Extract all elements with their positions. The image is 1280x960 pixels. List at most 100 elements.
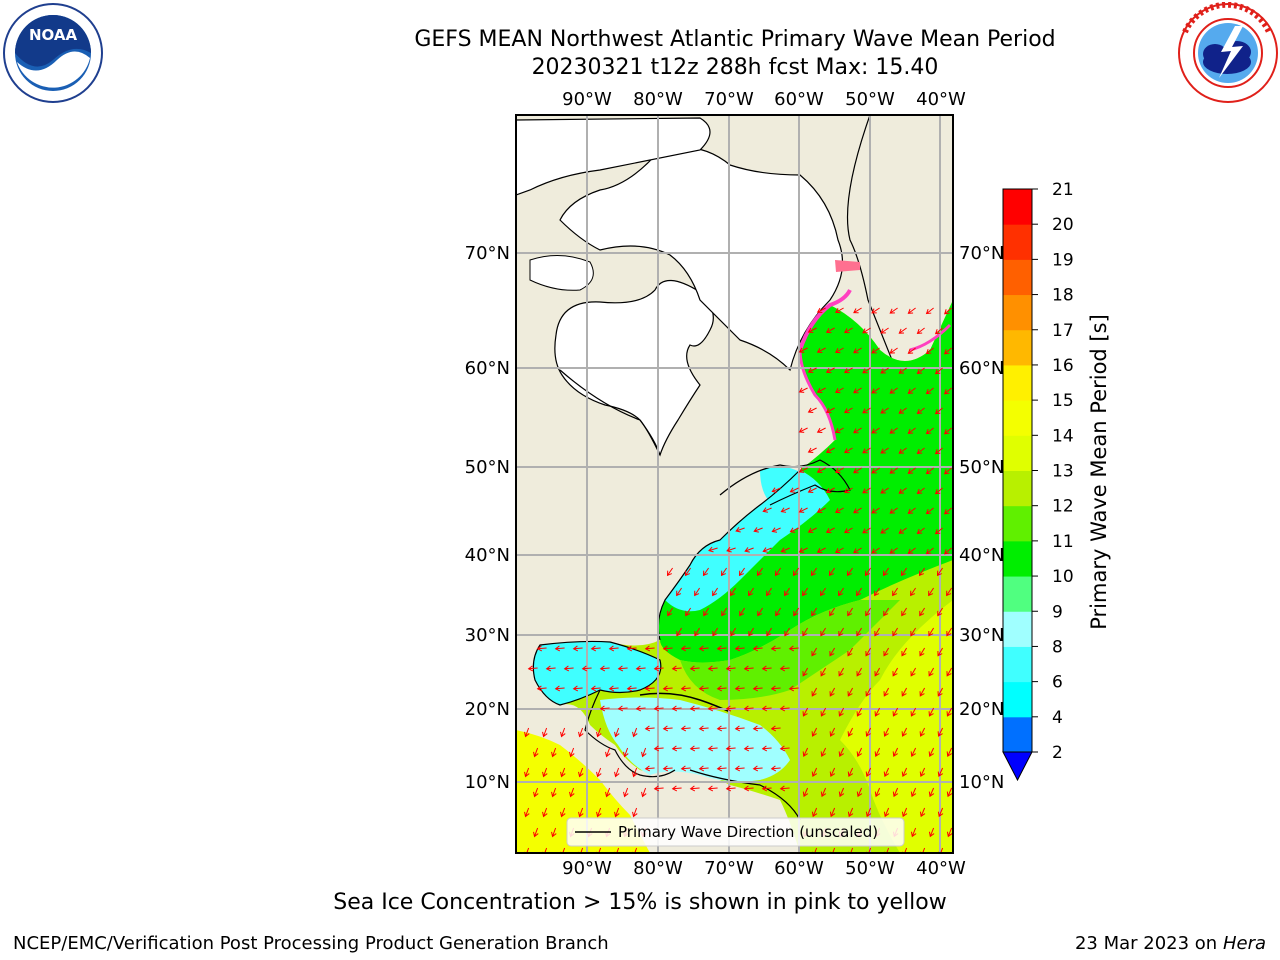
wave-arrow <box>788 645 799 652</box>
wave-arrow <box>641 747 647 758</box>
wave-arrow <box>762 547 772 553</box>
wave-arrow <box>632 727 638 738</box>
wave-arrow <box>820 707 827 717</box>
wave-direction-arrows <box>524 307 953 853</box>
wave-arrow <box>614 807 620 818</box>
wave-arrow <box>844 527 853 534</box>
wave-arrow <box>698 685 709 692</box>
wave-arrow <box>862 367 871 374</box>
wave-arrow <box>844 367 853 374</box>
wave-arrow <box>702 567 710 577</box>
wave-arrow <box>944 307 952 315</box>
wave-arrow <box>916 527 925 535</box>
wave-arrow <box>928 747 935 757</box>
wave-arrow <box>641 787 647 798</box>
wave-arrow <box>898 487 907 494</box>
wave-arrow <box>743 745 754 752</box>
wave-arrow <box>856 707 863 717</box>
wave-arrow <box>748 627 755 637</box>
wave-arrow <box>734 685 745 692</box>
wave-arrow <box>882 567 890 577</box>
wave-arrow <box>910 587 917 597</box>
colorbar-segment <box>1003 716 1032 753</box>
wave-arrow <box>907 307 916 314</box>
wave-arrow <box>829 687 836 697</box>
sea-ice-edge <box>798 289 852 351</box>
wave-arrow <box>623 747 629 758</box>
arrow-legend-label: Primary Wave Direction (unscaled) <box>618 823 878 841</box>
wave-arrow <box>614 727 620 738</box>
wave-arrow <box>829 647 836 657</box>
wave-arrow <box>536 685 547 692</box>
wave-arrow <box>536 645 547 652</box>
wave-arrow <box>946 587 953 597</box>
wave-arrow <box>883 607 890 617</box>
wave-arrow <box>838 747 845 757</box>
wave-arrow <box>744 547 754 553</box>
wave-arrow <box>898 527 907 534</box>
wave-arrow <box>874 627 881 637</box>
colorbar: 2 4 6 8 9 10 11 12 13 14 15 16 17 18 19 20 21 <box>1002 180 1074 782</box>
lat-label-left: 30°N <box>465 625 510 646</box>
wave-arrow <box>766 587 773 597</box>
wave-arrow <box>846 567 854 577</box>
wave-arrow <box>834 547 844 554</box>
wave-arrow <box>944 347 952 355</box>
wave-arrow <box>853 347 862 354</box>
wave-arrow <box>720 567 728 577</box>
wave-arrow <box>810 567 818 577</box>
wave-arrow <box>825 447 835 454</box>
wave-arrow <box>829 607 836 617</box>
wave-arrow <box>752 685 763 692</box>
wave-arrow <box>816 347 826 354</box>
lat-label-left: 10°N <box>465 772 510 793</box>
colorbar-segment <box>1003 435 1032 471</box>
wave-arrow <box>898 367 907 374</box>
lon-label-bottom: 80°W <box>633 858 683 879</box>
wave-arrow <box>572 645 583 652</box>
lon-label-bottom: 60°W <box>774 858 824 879</box>
wave-arrow <box>910 747 917 757</box>
colorbar-tick-label: 9 <box>1052 602 1063 622</box>
wave-arrow <box>862 487 871 494</box>
wave-arrow <box>856 747 863 757</box>
wave-arrow <box>946 787 953 798</box>
wave-arrow <box>937 687 944 697</box>
wave-arrow <box>694 587 701 597</box>
wave-arrow <box>820 787 827 798</box>
wave-arrow <box>792 567 800 577</box>
colorbar-segment <box>1003 294 1032 331</box>
wave-arrow <box>844 447 853 454</box>
wave-arrow <box>533 747 539 758</box>
wave-arrow <box>901 687 908 697</box>
wave-arrow <box>856 587 863 597</box>
wave-arrow <box>644 685 655 692</box>
wave-arrow <box>816 547 826 554</box>
wave-arrow <box>590 685 601 692</box>
wave-arrow <box>578 727 584 738</box>
wave-arrow <box>689 785 700 792</box>
lon-label-top: 90°W <box>562 89 612 110</box>
wave-arrow <box>762 507 772 513</box>
wave-arrow <box>811 767 818 778</box>
wave-arrow <box>880 487 889 494</box>
wave-arrow <box>834 307 844 314</box>
wave-arrow <box>608 645 619 652</box>
wave-arrow <box>883 647 890 657</box>
wave-arrow <box>780 507 790 513</box>
wave-arrow <box>554 685 565 692</box>
lon-label-top: 50°W <box>845 89 895 110</box>
wave-arrow <box>937 727 944 737</box>
wave-arrow <box>910 787 917 798</box>
wave-arrow <box>671 705 682 712</box>
wave-arrow <box>793 607 800 617</box>
wave-arrow <box>807 447 817 453</box>
wave-arrow <box>847 767 854 778</box>
wave-arrow <box>779 745 790 752</box>
wave-arrow <box>626 685 637 692</box>
wave-arrow <box>934 407 943 415</box>
wave-arrow <box>551 827 557 838</box>
wave-arrow <box>605 787 611 798</box>
wave-arrow <box>946 667 953 677</box>
wave-arrow <box>685 607 692 617</box>
